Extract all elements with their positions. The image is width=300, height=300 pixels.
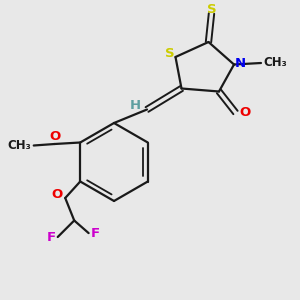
Text: O: O <box>239 106 251 119</box>
Text: N: N <box>235 56 246 70</box>
Text: CH₃: CH₃ <box>8 139 31 152</box>
Text: S: S <box>165 47 174 60</box>
Text: F: F <box>46 231 56 244</box>
Text: H: H <box>130 99 141 112</box>
Text: CH₃: CH₃ <box>263 56 287 70</box>
Text: F: F <box>91 227 100 240</box>
Text: O: O <box>51 188 62 202</box>
Text: O: O <box>49 130 60 143</box>
Text: S: S <box>207 3 216 16</box>
